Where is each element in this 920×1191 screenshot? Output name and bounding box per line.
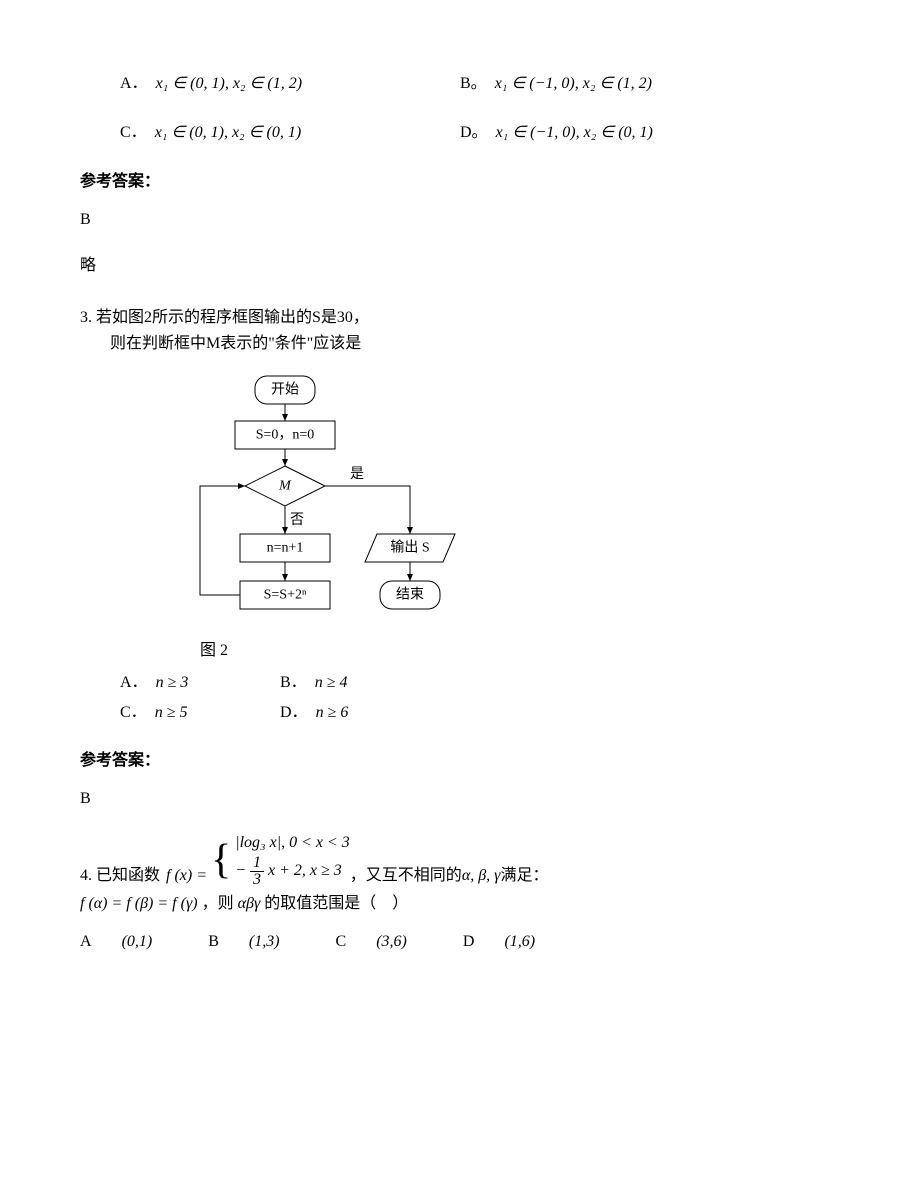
fraction-icon: 1 3 bbox=[250, 855, 264, 888]
q3-line1: 3. 若如图2所示的程序框图输出的S是30， bbox=[80, 306, 840, 330]
flowchart-figure: 否 是 开始 S=0，n=0 Mn=n+1 S=S+2ⁿ 输出 S 结束 bbox=[140, 366, 840, 634]
q2-answer: B bbox=[80, 208, 840, 232]
q4-piecewise: { |log₃ x|, 0 < x < 3 − 1 3 x + 2, x ≥ 3 bbox=[211, 831, 350, 888]
opt-label: A． bbox=[120, 671, 148, 695]
q4-options: A (0,1) B (1,3) C (3,6) D (1,6) bbox=[80, 930, 840, 954]
opt-label: C． bbox=[120, 121, 147, 145]
q4-func-lhs: f (x) = bbox=[166, 864, 207, 888]
svg-text:S=0，n=0: S=0，n=0 bbox=[256, 428, 315, 443]
q4-line2c: 的取值范围是（ ） bbox=[264, 895, 408, 912]
q4-piece2: − 1 3 x + 2, x ≥ 3 bbox=[235, 855, 350, 888]
q3-options: A． n ≥ 3 B． n ≥ 4 C． n ≥ 5 D． n ≥ 6 bbox=[120, 671, 840, 725]
q4-greek: α, β, γ bbox=[462, 864, 501, 888]
flowchart-caption: 图 2 bbox=[200, 639, 840, 663]
q4-option-b: B (1,3) bbox=[208, 933, 309, 950]
q4-prod: αβγ bbox=[238, 895, 261, 912]
q3-option-c: C． n ≥ 5 bbox=[120, 701, 280, 725]
opt-expr: x₁ ∈ (−1, 0), x₂ ∈ (0, 1) bbox=[496, 121, 653, 145]
opt-expr: x₁ ∈ (0, 1), x₂ ∈ (0, 1) bbox=[155, 121, 302, 145]
svg-text:开始: 开始 bbox=[271, 382, 299, 398]
svg-text:否: 否 bbox=[290, 513, 304, 528]
svg-text:M: M bbox=[278, 479, 292, 494]
svg-text:结束: 结束 bbox=[396, 587, 424, 603]
q3-text1: 3. 若如图2所示的程序框图输出的S是30， bbox=[80, 309, 369, 326]
q4-option-d: D (1,6) bbox=[463, 933, 561, 950]
q4-mid2: 满足： bbox=[500, 864, 548, 888]
q4-line2b: ，则 bbox=[202, 895, 234, 912]
q2-option-a: A． x₁ ∈ (0, 1), x₂ ∈ (1, 2) bbox=[120, 72, 460, 96]
opt-expr: x₁ ∈ (−1, 0), x₂ ∈ (1, 2) bbox=[495, 72, 652, 96]
flowchart-svg: 否 是 开始 S=0，n=0 Mn=n+1 S=S+2ⁿ 输出 S 结束 bbox=[140, 366, 480, 626]
q3-line2: 则在判断框中M表示的"条件"应该是 bbox=[110, 332, 840, 356]
answer-heading: 参考答案： bbox=[80, 749, 840, 773]
opt-label: D。 bbox=[460, 121, 488, 145]
q2-option-d: D。 x₁ ∈ (−1, 0), x₂ ∈ (0, 1) bbox=[460, 121, 800, 145]
svg-text:n=n+1: n=n+1 bbox=[267, 541, 304, 556]
q3-option-b: B． n ≥ 4 bbox=[280, 671, 440, 695]
svg-text:输出 S: 输出 S bbox=[390, 540, 429, 556]
q2-options-row2: C． x₁ ∈ (0, 1), x₂ ∈ (0, 1) D。 x₁ ∈ (−1,… bbox=[120, 121, 840, 145]
svg-text:S=S+2ⁿ: S=S+2ⁿ bbox=[264, 588, 307, 603]
svg-text:是: 是 bbox=[350, 467, 364, 482]
q3-text2: 则在判断框中M表示的"条件"应该是 bbox=[110, 335, 361, 352]
q4-option-c: C (3,6) bbox=[336, 933, 437, 950]
q3-option-d: D． n ≥ 6 bbox=[280, 701, 440, 725]
q3-option-a: A． n ≥ 3 bbox=[120, 671, 280, 695]
q4-block: 4. 已知函数 f (x) = { |log₃ x|, 0 < x < 3 − … bbox=[80, 831, 840, 954]
q4-line2: f (α) = f (β) = f (γ) ，则 αβγ 的取值范围是（ ） bbox=[80, 892, 840, 916]
q2-lue: 略 bbox=[80, 254, 840, 278]
opt-label: B。 bbox=[460, 72, 487, 96]
opt-label: C． bbox=[120, 701, 147, 725]
q4-prefix: 4. 已知函数 bbox=[80, 864, 160, 888]
opt-expr: n ≥ 3 bbox=[156, 671, 189, 695]
q4-piece1: |log₃ x|, 0 < x < 3 bbox=[235, 831, 350, 855]
q2-option-c: C． x₁ ∈ (0, 1), x₂ ∈ (0, 1) bbox=[120, 121, 460, 145]
q4-eq: f (α) = f (β) = f (γ) bbox=[80, 895, 198, 912]
q4-mid1: ，又互不相同的 bbox=[350, 864, 462, 888]
opt-expr: n ≥ 5 bbox=[155, 701, 188, 725]
opt-expr: x₁ ∈ (0, 1), x₂ ∈ (1, 2) bbox=[156, 72, 303, 96]
opt-label: B． bbox=[280, 671, 307, 695]
q4-option-a: A (0,1) bbox=[80, 933, 182, 950]
q3-answer: B bbox=[80, 787, 840, 811]
opt-expr: n ≥ 4 bbox=[315, 671, 348, 695]
answer-heading: 参考答案： bbox=[80, 170, 840, 194]
opt-expr: n ≥ 6 bbox=[316, 701, 349, 725]
q4-line1: 4. 已知函数 f (x) = { |log₃ x|, 0 < x < 3 − … bbox=[80, 831, 840, 888]
opt-label: D． bbox=[280, 701, 308, 725]
q2-option-b: B。 x₁ ∈ (−1, 0), x₂ ∈ (1, 2) bbox=[460, 72, 800, 96]
q2-options-row1: A． x₁ ∈ (0, 1), x₂ ∈ (1, 2) B。 x₁ ∈ (−1,… bbox=[120, 72, 840, 96]
opt-label: A． bbox=[120, 72, 148, 96]
